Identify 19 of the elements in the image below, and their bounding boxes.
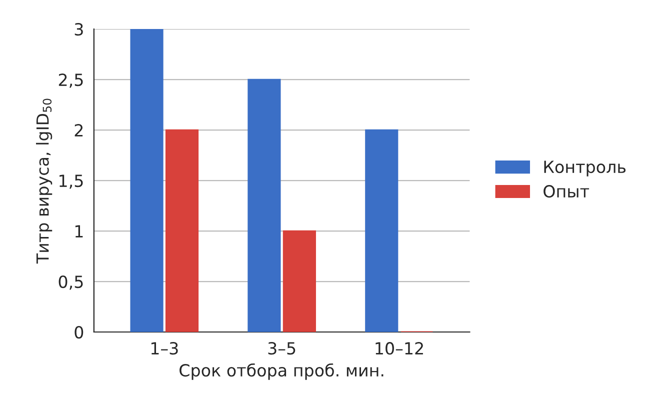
bar [365, 129, 398, 332]
bar [282, 230, 316, 332]
y-tick-label: 0,5 [58, 275, 83, 290]
bar [165, 129, 199, 332]
x-tick-label: 3–5 [268, 342, 296, 355]
y-tick-label: 1,5 [60, 174, 83, 189]
y-tick-label: 2 [74, 124, 83, 136]
y-tick-label: 3 [74, 23, 83, 36]
y-tick-label: 2,5 [58, 74, 83, 88]
x-tick-label: 1–3 [151, 342, 178, 355]
bar [130, 29, 164, 332]
legend-label: Контроль [544, 160, 626, 176]
bar [248, 78, 281, 332]
y-axis-title: Титр вируса, lgID$_{50}$ [36, 98, 52, 264]
y-tick-label: 1 [75, 225, 83, 238]
legend-label: Опыт [544, 184, 590, 198]
x-axis-title: Срок отбора проб. мин. [180, 363, 384, 380]
x-tick-label: 10–12 [376, 342, 423, 355]
y-tick-label: 0 [74, 326, 84, 339]
